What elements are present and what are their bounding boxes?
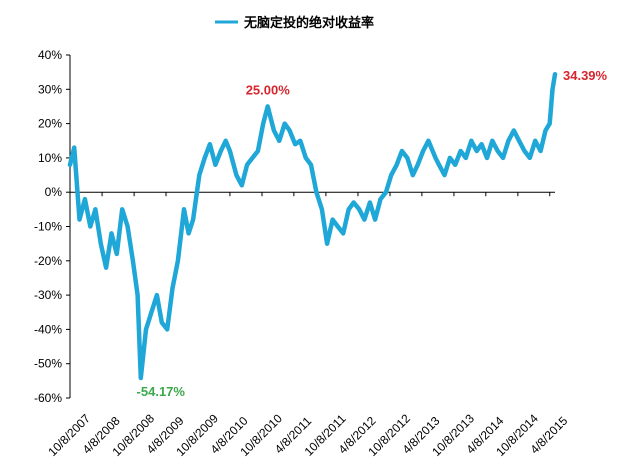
x-axis-ticks: 10/8/20074/8/200810/8/20084/8/200910/8/2… xyxy=(45,192,571,459)
legend: 无脑定投的绝对收益率 xyxy=(215,15,374,31)
y-tick-label: 40% xyxy=(38,48,62,62)
y-axis-ticks: 40% 30% 20% 10% 0% -10% -20% -30% -40% -50% -60% xyxy=(34,48,70,405)
y-tick-label: -20% xyxy=(34,254,62,268)
annotations: 25.00% -54.17% 34.39% xyxy=(137,68,608,399)
y-tick-label: 30% xyxy=(38,82,62,96)
y-tick-label: -10% xyxy=(34,220,62,234)
legend-label: 无脑定投的绝对收益率 xyxy=(243,15,374,31)
y-tick-label: -60% xyxy=(34,391,62,405)
y-tick-label: 20% xyxy=(38,117,62,131)
value-annotation: 25.00% xyxy=(246,82,291,97)
y-tick-label: -30% xyxy=(34,288,62,302)
y-tick-label: -40% xyxy=(34,322,62,336)
y-tick-label: 0% xyxy=(45,185,63,199)
value-annotation: -54.17% xyxy=(137,384,186,399)
series-line xyxy=(67,71,558,381)
y-tick-label: 10% xyxy=(38,151,62,165)
y-tick-label: -50% xyxy=(34,357,62,371)
value-annotation: 34.39% xyxy=(563,68,608,83)
series-layer xyxy=(67,71,558,381)
